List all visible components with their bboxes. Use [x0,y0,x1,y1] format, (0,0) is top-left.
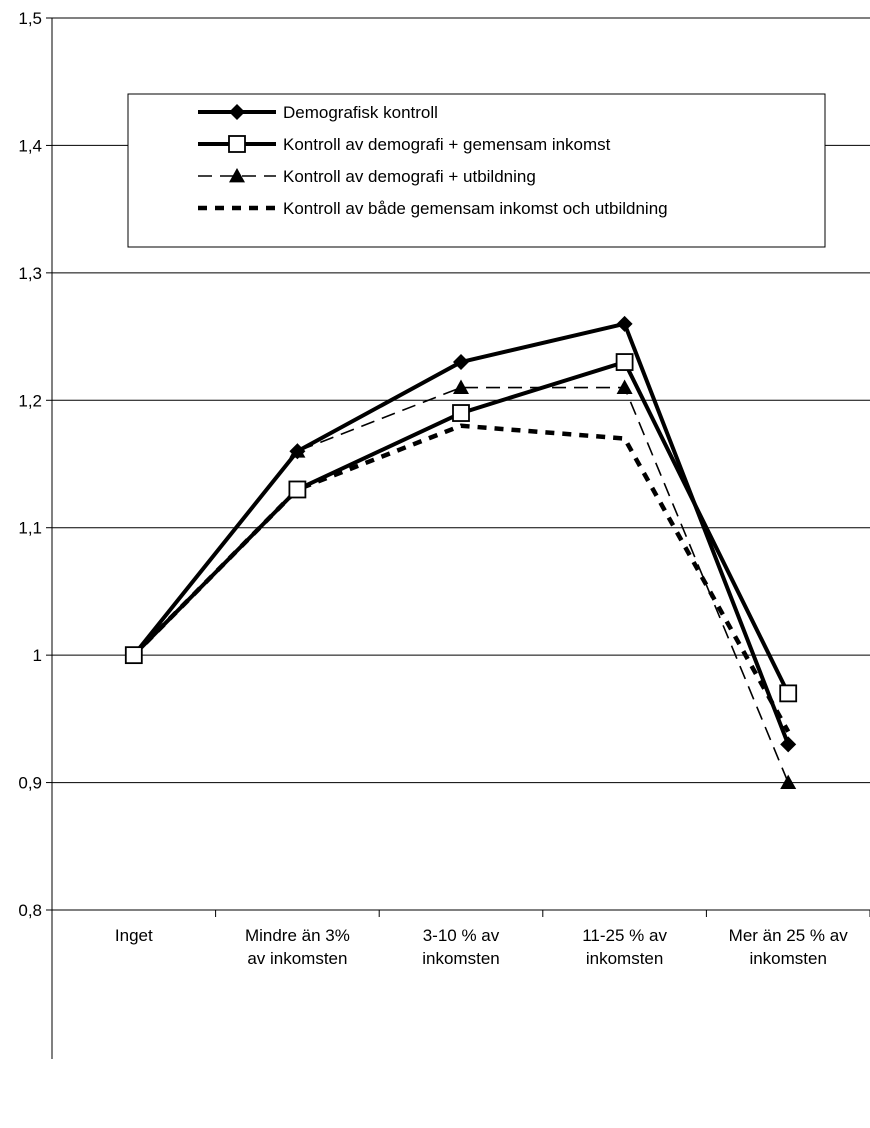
data-point [288,480,307,499]
legend-marker [229,168,245,183]
data-point [779,684,798,703]
legend-label: Demografisk kontroll [283,103,438,122]
data-point [780,736,797,753]
y-tick-label: 0,8 [18,901,42,920]
x-tick-labels: Inget Mindre än 3% av inkomsten 3-10 % av in… [115,926,848,968]
data-point [616,379,633,394]
data-point [616,315,633,332]
legend-label: Kontroll av demografi + gemensam inkomst [283,135,611,154]
legend: Demografisk kontroll Kontroll av demograf… [127,93,826,248]
series-line [132,423,791,733]
x-tick-label: Inget [115,926,153,945]
x-tick-label: 3-10 % av inkomsten [422,926,500,968]
data-point [780,774,797,789]
y-tick-label: 1 [33,646,42,665]
y-tick-labels: 0,8 0,9 1 1,1 1,2 1,3 1,4 1,5 [18,9,42,920]
data-point [124,646,143,665]
legend-label: Kontroll av demografi + utbildning [283,167,536,186]
y-tick-label: 1,4 [18,136,42,155]
y-tick-label: 1,1 [18,519,42,538]
data-point [452,404,470,422]
axes [46,17,870,1059]
y-tick-label: 1,5 [18,9,42,28]
data-point [453,354,469,371]
legend-box [127,93,826,248]
x-tick-label: 11-25 % av inkomsten [582,926,667,968]
x-tick-label: Mindre än 3% av inkomsten [245,926,350,968]
y-tick-label: 1,3 [18,264,42,283]
x-tick-label: Mer än 25 % av inkomsten [729,926,849,968]
y-tick-label: 1,2 [18,391,42,410]
data-point [615,353,634,371]
legend-marker [229,104,245,120]
data-point [453,379,469,394]
legend-marker [228,135,246,153]
series-line [133,386,789,783]
legend-label: Kontroll av både gemensam inkomst och ut… [283,199,668,218]
series-lines [124,315,798,789]
data-point [289,443,306,460]
y-tick-label: 0,9 [18,774,42,793]
